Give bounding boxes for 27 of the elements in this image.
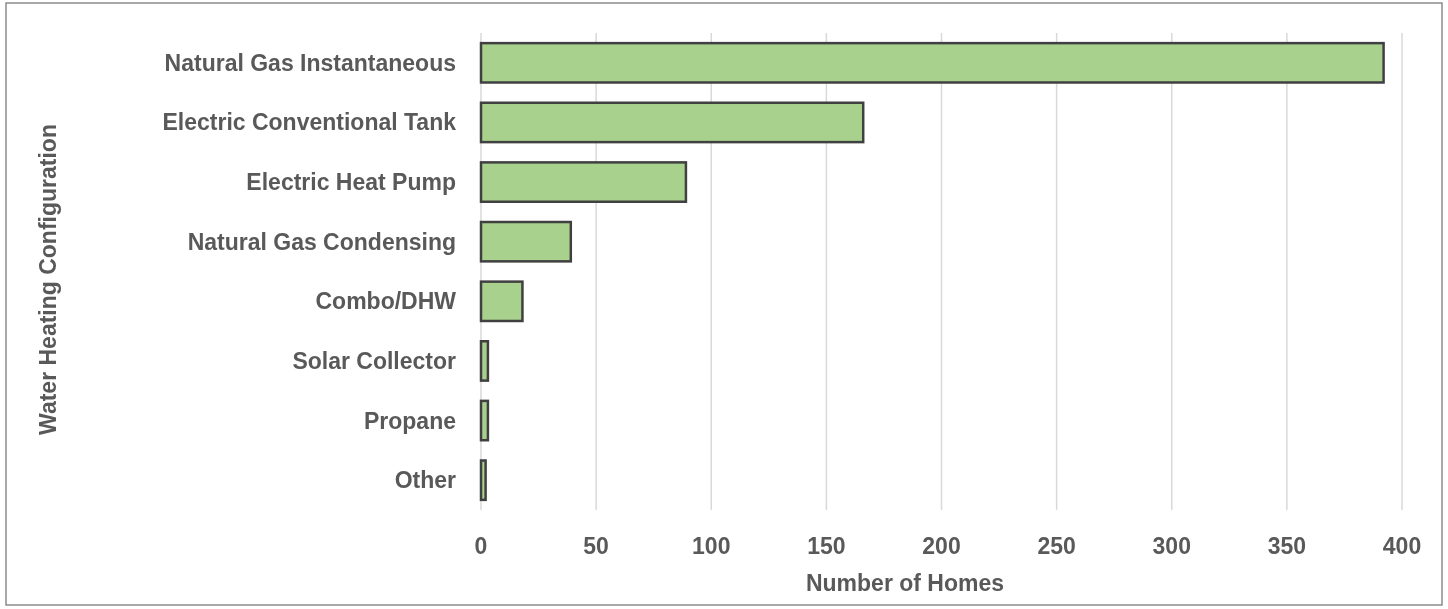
x-tick-label: 250 — [1037, 533, 1076, 559]
bar — [479, 399, 490, 442]
bar — [479, 220, 573, 263]
x-axis-title: Number of Homes — [805, 570, 1005, 596]
bar — [479, 101, 865, 144]
x-tick-label: 400 — [1382, 533, 1422, 559]
x-tick-label: 50 — [583, 533, 609, 559]
y-tick-label: Natural Gas Instantaneous — [164, 49, 456, 76]
y-tick-label: Natural Gas Condensing — [187, 228, 456, 255]
bar — [479, 340, 490, 382]
x-tick-label: 200 — [922, 533, 961, 559]
y-tick-label: Electric Conventional Tank — [162, 109, 457, 136]
y-axis-title: Water Heating Configuration — [35, 124, 61, 435]
bar — [479, 161, 688, 203]
x-tick-label: 0 — [474, 533, 488, 559]
bar — [479, 280, 524, 323]
y-tick-label: Solar Collector — [292, 347, 457, 374]
bar — [479, 459, 487, 502]
y-tick-label: Propane — [363, 407, 456, 434]
y-tick-label: Combo/DHW — [315, 288, 457, 315]
bar — [479, 41, 1385, 84]
y-tick-label: Electric Heat Pump — [246, 169, 456, 196]
x-tick-label: 300 — [1152, 533, 1191, 559]
x-tick-label: 350 — [1267, 533, 1307, 559]
x-tick-label: 150 — [807, 533, 846, 559]
x-tick-label: 100 — [692, 533, 731, 559]
y-tick-label: Other — [394, 467, 457, 494]
